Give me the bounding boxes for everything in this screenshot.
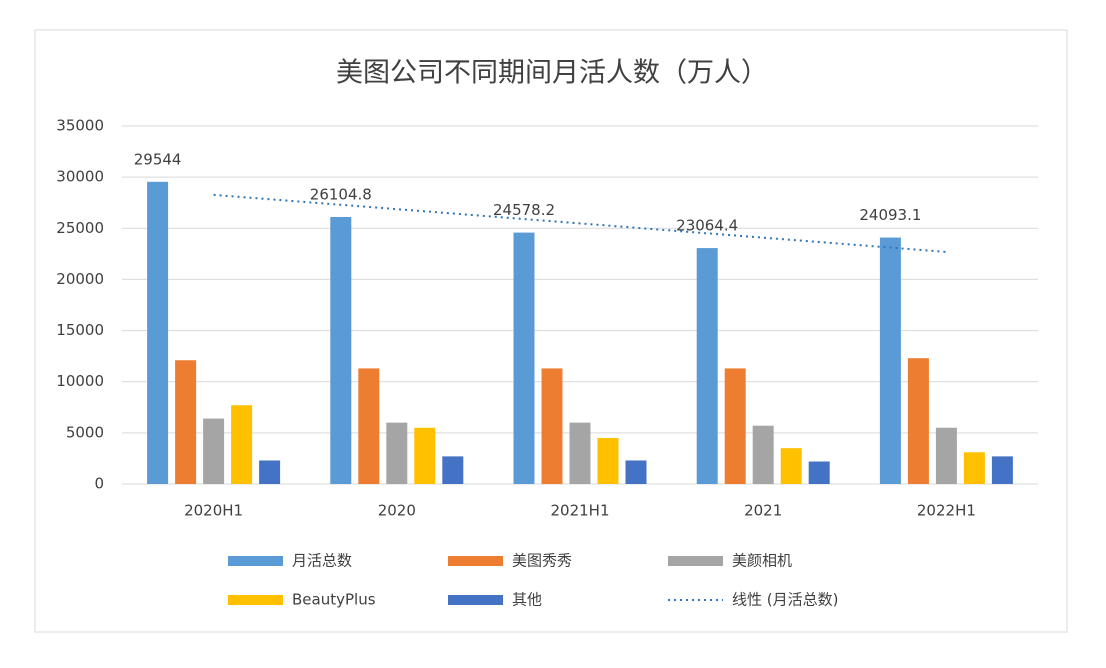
bar — [907, 358, 929, 484]
bar — [991, 456, 1013, 484]
bar — [780, 448, 802, 484]
y-tick-label: 15000 — [56, 321, 104, 339]
legend-swatch — [228, 556, 283, 566]
data-label: 26104.8 — [310, 185, 372, 203]
bar — [569, 422, 591, 484]
data-label: 24093.1 — [859, 206, 921, 224]
y-tick-label: 30000 — [56, 168, 104, 186]
bar — [696, 248, 718, 484]
bar — [203, 418, 225, 484]
data-label: 29544 — [134, 150, 182, 168]
bar — [597, 437, 619, 484]
bar — [330, 216, 352, 485]
bar — [231, 405, 253, 484]
chart-title: 美图公司不同期间月活人数（万人） — [336, 58, 768, 89]
data-label: 23064.4 — [676, 217, 738, 235]
data-label: 24578.2 — [493, 201, 555, 219]
legend-swatch — [448, 595, 503, 605]
legend-swatch — [668, 556, 723, 566]
legend-label: 美图秀秀 — [512, 552, 572, 570]
bar — [358, 368, 380, 484]
y-tick-label: 5000 — [66, 423, 104, 441]
y-tick-label: 0 — [94, 475, 104, 493]
x-tick-label: 2020H1 — [184, 502, 243, 520]
bar — [752, 425, 774, 484]
bar — [963, 452, 985, 484]
legend-swatch — [228, 595, 283, 605]
bar — [724, 368, 746, 484]
x-tick-label: 2022H1 — [917, 502, 976, 520]
bar — [808, 461, 830, 484]
x-tick-label: 2021 — [744, 502, 782, 520]
bar — [175, 360, 197, 484]
legend-label: BeautyPlus — [292, 591, 376, 609]
y-tick-label: 25000 — [56, 219, 104, 237]
bar — [935, 427, 957, 484]
legend-label: 线性 (月活总数) — [732, 591, 838, 609]
bar — [879, 237, 901, 484]
legend-swatch — [448, 556, 503, 566]
x-tick-label: 2020 — [378, 502, 416, 520]
bar — [259, 460, 281, 484]
trendline — [213, 193, 947, 253]
y-tick-label: 20000 — [56, 270, 104, 288]
bar — [625, 460, 647, 484]
bar — [414, 427, 436, 484]
legend-label: 月活总数 — [292, 552, 352, 570]
y-tick-label: 35000 — [56, 117, 104, 135]
bar — [386, 422, 408, 484]
bar — [513, 232, 535, 484]
y-tick-label: 10000 — [56, 372, 104, 390]
legend-label: 美颜相机 — [732, 552, 792, 570]
legend-label: 其他 — [512, 591, 542, 609]
bar — [541, 368, 563, 484]
bar — [147, 181, 169, 485]
bar — [442, 456, 464, 484]
x-tick-label: 2021H1 — [551, 502, 610, 520]
